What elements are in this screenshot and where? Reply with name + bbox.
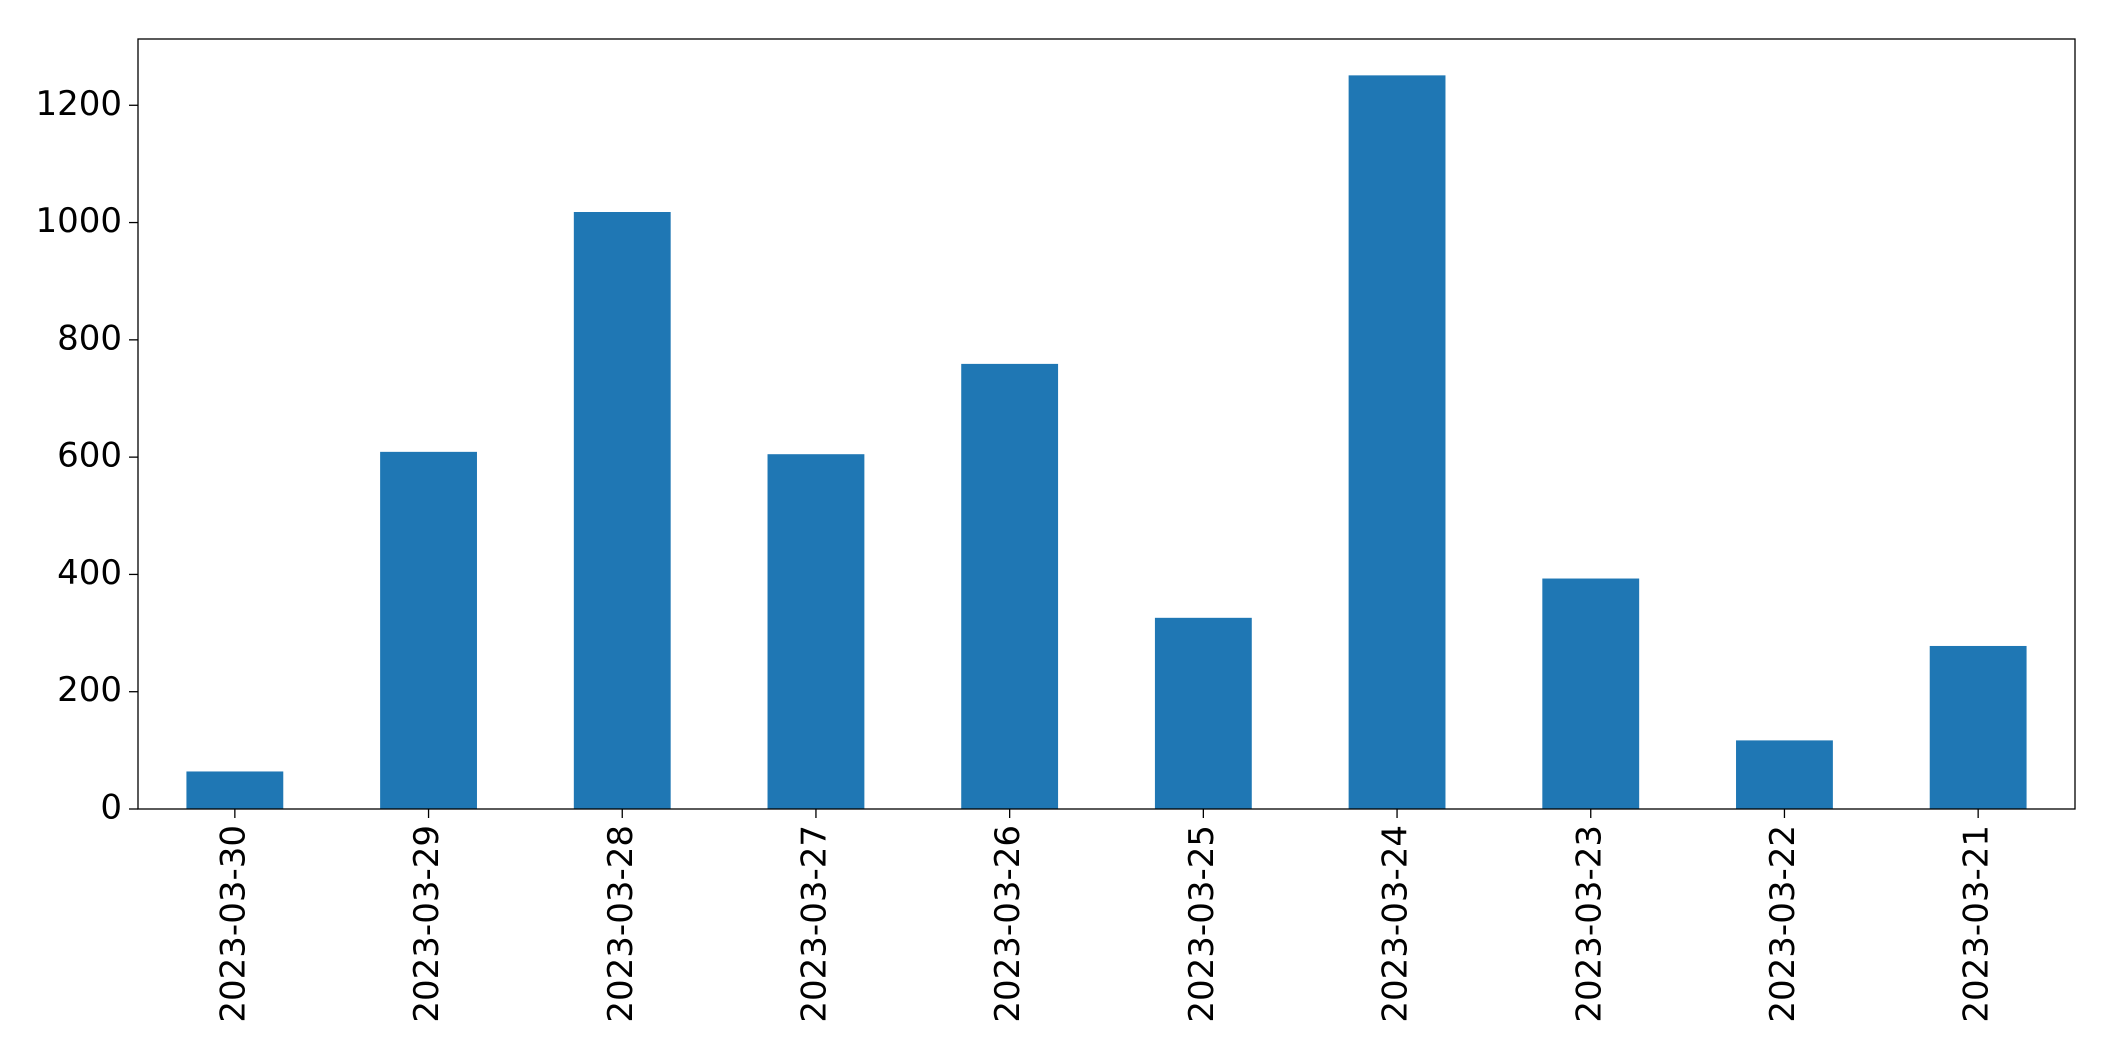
x-tick-label: 2023-03-25 xyxy=(1182,825,1222,1023)
x-tick-label: 2023-03-28 xyxy=(601,825,641,1023)
bar xyxy=(961,363,1059,809)
x-tick-label: 2023-03-24 xyxy=(1376,825,1416,1023)
y-tick-label: 0 xyxy=(100,788,122,828)
x-tick-label: 2023-03-21 xyxy=(1957,825,1997,1023)
y-tick-label: 1000 xyxy=(35,201,122,241)
bar xyxy=(1154,617,1252,809)
bar xyxy=(573,212,671,810)
x-tick-label: 2023-03-27 xyxy=(794,825,834,1023)
y-tick-label: 200 xyxy=(57,670,122,710)
x-tick-label: 2023-03-29 xyxy=(407,825,447,1023)
bar xyxy=(1929,645,2027,809)
x-tick-label: 2023-03-22 xyxy=(1763,825,1803,1023)
plot-frame xyxy=(137,38,2076,810)
y-tick-label: 600 xyxy=(57,436,122,476)
bar xyxy=(1542,578,1640,809)
bar xyxy=(186,771,284,809)
x-tick-label: 2023-03-23 xyxy=(1569,825,1609,1023)
y-tick-label: 800 xyxy=(57,318,122,358)
bar xyxy=(380,451,477,809)
bar xyxy=(767,454,865,809)
x-tick-label: 2023-03-26 xyxy=(988,825,1028,1023)
y-tick-label: 400 xyxy=(57,553,122,593)
y-tick-label: 1200 xyxy=(35,84,122,124)
bar xyxy=(1348,75,1446,809)
x-tick-label: 2023-03-30 xyxy=(213,825,253,1023)
bar xyxy=(1736,740,1833,809)
